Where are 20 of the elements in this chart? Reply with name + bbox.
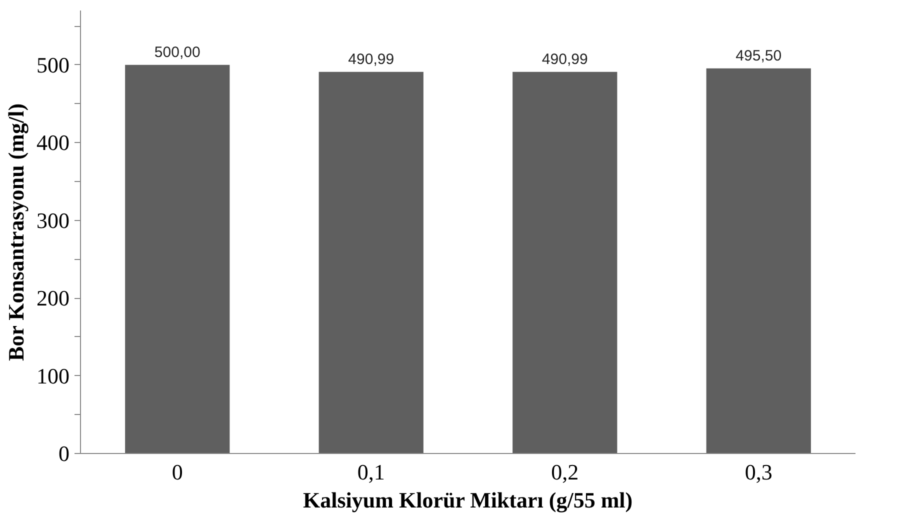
- y-tick-label: 200: [36, 286, 70, 311]
- y-tick-label: 400: [36, 130, 70, 156]
- y-tick-label: 100: [36, 363, 70, 388]
- bar: [512, 72, 618, 454]
- x-tick-label: 0,1: [357, 460, 385, 484]
- y-tick-label: 500: [36, 52, 70, 78]
- y-tick-label: 0: [58, 441, 70, 466]
- data-label: 495,50: [736, 47, 782, 64]
- data-label: 490,99: [348, 50, 394, 68]
- bar: [706, 68, 811, 454]
- x-tick-label: 0: [172, 460, 183, 484]
- data-label: 500,00: [154, 44, 200, 61]
- y-axis-title: Bor Konsantrasyonu (mg/l): [4, 103, 28, 361]
- x-tick-label: 0,2: [551, 460, 579, 484]
- bar: [318, 72, 424, 454]
- x-axis-title: Kalsiyum Klorür Miktarı (g/55 ml): [303, 488, 633, 512]
- x-tick-label: 0,3: [744, 460, 772, 484]
- bar: [125, 64, 230, 454]
- data-label: 490,99: [542, 50, 588, 68]
- y-tick-label: 300: [36, 208, 70, 233]
